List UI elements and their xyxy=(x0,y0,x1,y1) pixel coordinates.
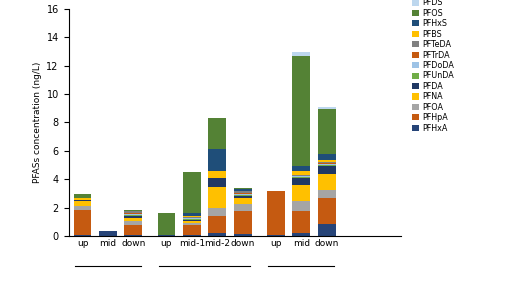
Bar xyxy=(234,204,252,211)
Bar xyxy=(318,198,336,224)
Bar xyxy=(183,215,201,217)
Legend: PFDS, PFOS, PFHxS, PFBS, PFTeDA, PFTrDA, PFDoDA, PFUnDA, PFDA, PFNA, PFOA, PFHpA: PFDS, PFOS, PFHxS, PFBS, PFTeDA, PFTrDA,… xyxy=(413,0,454,133)
Bar xyxy=(209,233,226,236)
Bar xyxy=(74,200,91,201)
Bar xyxy=(292,178,310,185)
Bar xyxy=(209,178,226,187)
Bar xyxy=(292,185,310,201)
Y-axis label: PFASs concentration (ng/L): PFASs concentration (ng/L) xyxy=(33,62,42,183)
Bar xyxy=(292,211,310,233)
Bar xyxy=(318,165,336,166)
Bar xyxy=(183,172,201,213)
Bar xyxy=(183,217,201,218)
Bar xyxy=(74,194,91,198)
Bar xyxy=(74,206,91,210)
Bar xyxy=(234,234,252,236)
Bar xyxy=(124,210,142,211)
Bar xyxy=(183,235,201,236)
Bar xyxy=(234,196,252,198)
Bar xyxy=(292,171,310,175)
Bar xyxy=(234,189,252,191)
Bar xyxy=(99,231,117,236)
Bar xyxy=(124,214,142,215)
Bar xyxy=(292,177,310,178)
Bar xyxy=(183,226,201,235)
Bar xyxy=(183,220,201,221)
Bar xyxy=(124,218,142,221)
Bar xyxy=(292,201,310,211)
Bar xyxy=(158,213,175,236)
Bar xyxy=(183,218,201,219)
Bar xyxy=(124,211,142,213)
Bar xyxy=(209,118,226,149)
Bar xyxy=(318,162,336,163)
Bar xyxy=(183,223,201,226)
Bar xyxy=(209,187,226,209)
Bar xyxy=(234,188,252,189)
Bar xyxy=(234,211,252,234)
Bar xyxy=(234,198,252,204)
Bar xyxy=(74,198,91,200)
Bar xyxy=(209,149,226,171)
Bar xyxy=(209,209,226,215)
Bar xyxy=(74,210,91,236)
Bar xyxy=(318,224,336,236)
Bar xyxy=(124,215,142,218)
Bar xyxy=(234,195,252,196)
Bar xyxy=(234,191,252,193)
Bar xyxy=(209,215,226,233)
Bar xyxy=(292,176,310,177)
Bar xyxy=(292,175,310,176)
Bar xyxy=(318,163,336,164)
Bar xyxy=(318,107,336,109)
Bar xyxy=(124,213,142,214)
Bar xyxy=(292,56,310,166)
Bar xyxy=(267,191,285,236)
Bar xyxy=(292,52,310,56)
Bar xyxy=(318,160,336,162)
Bar xyxy=(292,233,310,236)
Bar xyxy=(318,154,336,160)
Bar xyxy=(183,219,201,220)
Bar xyxy=(234,193,252,194)
Bar xyxy=(318,190,336,198)
Bar xyxy=(183,221,201,223)
Bar xyxy=(318,166,336,174)
Bar xyxy=(74,201,91,206)
Bar xyxy=(234,194,252,195)
Bar xyxy=(124,221,142,226)
Bar xyxy=(292,166,310,171)
Bar xyxy=(124,226,142,236)
Bar xyxy=(318,174,336,190)
Bar xyxy=(209,171,226,178)
Bar xyxy=(183,213,201,215)
Bar xyxy=(318,109,336,154)
Bar xyxy=(318,164,336,165)
